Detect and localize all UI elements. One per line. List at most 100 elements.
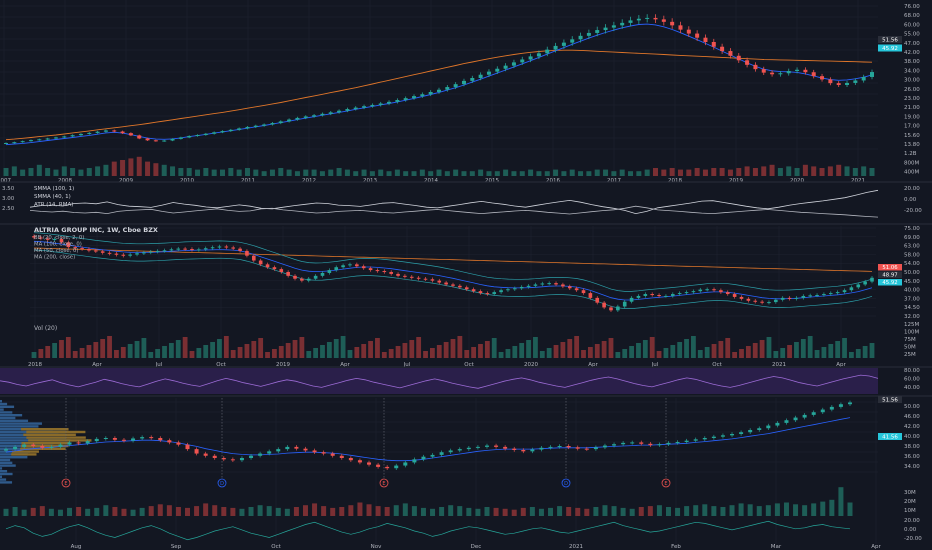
candle [471, 289, 476, 292]
oscillator-tick-label: -20.00 [904, 536, 922, 542]
candle [303, 116, 308, 118]
x-tick-label: Mar [771, 544, 782, 550]
candle [339, 455, 344, 458]
volume-bar [302, 505, 308, 516]
volume-bar [787, 345, 792, 358]
volume-bar [732, 352, 738, 358]
volume-bar [436, 345, 442, 358]
volume-bar [257, 505, 263, 516]
volume-bar [36, 164, 42, 176]
event-marker[interactable] [379, 478, 389, 488]
event-marker[interactable] [217, 478, 227, 488]
volume-bar [134, 341, 140, 358]
event-marker[interactable] [661, 478, 671, 488]
volume-bar [286, 169, 292, 176]
volume-bar [493, 507, 499, 516]
rsi-panel[interactable]: 80.00 60.00 40.00 [0, 366, 932, 394]
candle [103, 438, 108, 439]
volume-bar [85, 508, 91, 516]
volume-bar [615, 352, 621, 358]
candle [430, 279, 435, 281]
candle [836, 83, 841, 85]
candle [828, 79, 833, 84]
candle [828, 293, 833, 295]
volume-bar [675, 507, 681, 516]
volume-bar [478, 344, 483, 358]
candle [94, 438, 99, 442]
candle [458, 285, 462, 288]
candle [448, 450, 453, 453]
volume-bar [21, 509, 27, 516]
candle [286, 272, 290, 276]
volume-profile-bar [0, 411, 13, 414]
x-tick-label: 2020 [524, 362, 538, 368]
candle [581, 290, 586, 294]
event-marker[interactable] [61, 478, 71, 488]
volume-bar [203, 345, 209, 358]
candle [334, 267, 339, 271]
price-panel-long-term[interactable]: 2007 2008 2009 2010 2011 2012 2013 2014 2015 2016… [0, 0, 932, 184]
volume-bar [528, 169, 534, 176]
volume-bar [269, 169, 275, 176]
volume-bar [78, 169, 84, 176]
y-tick-label: 37.00 [904, 296, 920, 302]
candle [403, 98, 408, 101]
candle [285, 446, 290, 450]
price-panel-altria-grid [30, 226, 876, 360]
volume-bar [130, 509, 136, 516]
candle [547, 283, 551, 285]
price-panel-daily[interactable]: E D E D E Aug Sep Oct Nov Dec 2021 Feb Mar Apr 50.00… [0, 395, 932, 550]
candle [539, 447, 544, 450]
y-tick-label: 26.00 [904, 87, 920, 93]
candle [321, 452, 326, 454]
volume-bar [838, 487, 844, 516]
candle [20, 141, 25, 143]
candle [794, 297, 799, 299]
volume-bar [486, 171, 492, 176]
volume-bar [581, 350, 586, 358]
event-marker[interactable] [561, 478, 571, 488]
candle [187, 136, 192, 138]
candle [327, 270, 332, 273]
candle [421, 456, 426, 460]
volume-bar [677, 169, 683, 176]
candle [478, 291, 483, 294]
candle [519, 286, 524, 289]
candle [666, 442, 671, 445]
candle [4, 449, 8, 451]
volume-bar [333, 339, 339, 358]
volume-bar [744, 166, 750, 176]
candle [820, 409, 825, 413]
volume-bar [361, 344, 367, 358]
legend-entry: BB (20, close, 2, 0) [34, 235, 84, 241]
candle [464, 287, 469, 290]
candle [73, 247, 78, 249]
x-tick-label: 2021 [569, 544, 583, 550]
candle [499, 290, 503, 293]
y-tick-label: 21.00 [904, 105, 920, 111]
volume-bar [800, 339, 806, 358]
candle [396, 273, 400, 276]
candle [252, 255, 256, 261]
volume-bar [729, 505, 735, 516]
candle [368, 268, 373, 271]
indicator-panel[interactable]: SMMA (100, 1)SMMA (40, 1)ATR (14, RMA) 3… [0, 181, 932, 218]
price-panel-altria[interactable]: ALTRIA GROUP INC, 1W, Cboe BZX BB (20, c… [0, 223, 932, 368]
volume-bar [665, 507, 671, 516]
candle [736, 55, 741, 61]
candle [702, 438, 707, 440]
volume-bar [330, 507, 336, 516]
volume-bar [416, 337, 422, 358]
candle [602, 445, 607, 448]
volume-profile-bar [0, 478, 7, 481]
candle [520, 59, 525, 63]
y-tick-label: 60.00 [904, 377, 920, 383]
volume-bar [402, 343, 408, 358]
candle [28, 140, 33, 142]
candle [362, 106, 367, 108]
candle [650, 294, 654, 296]
volume-profile-bar [0, 422, 42, 425]
candle [76, 442, 81, 444]
y-tick-label: 36.00 [904, 454, 920, 460]
candle [217, 246, 222, 248]
